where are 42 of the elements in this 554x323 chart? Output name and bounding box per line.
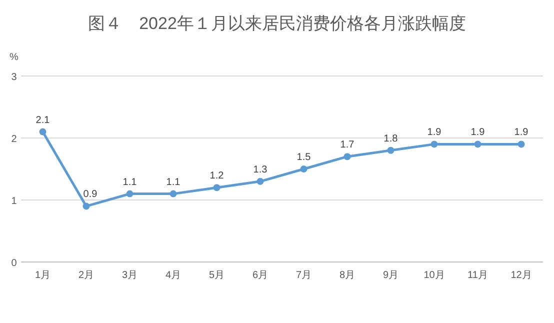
data-label: 1.1	[122, 176, 138, 188]
data-label: 1.5	[296, 152, 312, 163]
point	[430, 140, 438, 148]
point	[474, 140, 482, 148]
point	[213, 184, 220, 192]
chart-title: 图４ 2022年１月以来居民消费价格各月涨跌幅度	[88, 14, 466, 33]
y-tick-label: 1	[11, 196, 18, 207]
y-tick-label: 3	[11, 72, 18, 83]
point	[387, 146, 394, 154]
y-axis-title: %	[10, 52, 19, 63]
data-label: 0.9	[83, 189, 98, 200]
x-tick-label: 6月	[252, 270, 268, 281]
data-label: 1.2	[210, 170, 224, 182]
data-label: 1.9	[514, 127, 529, 138]
x-tick-label: 4月	[165, 270, 182, 281]
x-tick-label: 10月	[424, 270, 445, 281]
y-tick-label: 0	[11, 258, 18, 269]
x-tick-label: 5月	[208, 270, 225, 281]
point	[518, 140, 525, 148]
point	[39, 128, 46, 136]
point	[300, 166, 308, 172]
y-tick-label: 2	[11, 134, 18, 145]
data-label: 1.7	[340, 140, 355, 151]
point	[256, 178, 264, 185]
x-tick-label: 9月	[382, 270, 399, 281]
x-tick-label: 7月	[296, 270, 312, 281]
x-tick-label: 8月	[339, 270, 356, 281]
x-tick-label: 12月	[510, 270, 532, 281]
point	[170, 190, 177, 198]
x-tick-label: 2月	[78, 270, 94, 281]
point	[126, 190, 134, 198]
x-tick-label: 3月	[122, 270, 138, 281]
x-tick-label: 11月	[468, 270, 488, 281]
data-label: 1.9	[427, 127, 442, 138]
data-label: 2.1	[36, 114, 50, 126]
point	[344, 153, 351, 160]
data-label: 1.8	[384, 133, 398, 144]
data-label: 1.1	[166, 176, 181, 188]
x-tick-label: 1月	[34, 270, 51, 281]
point	[82, 202, 90, 210]
data-label: 1.3	[253, 164, 268, 176]
data-label: 1.9	[470, 127, 486, 138]
